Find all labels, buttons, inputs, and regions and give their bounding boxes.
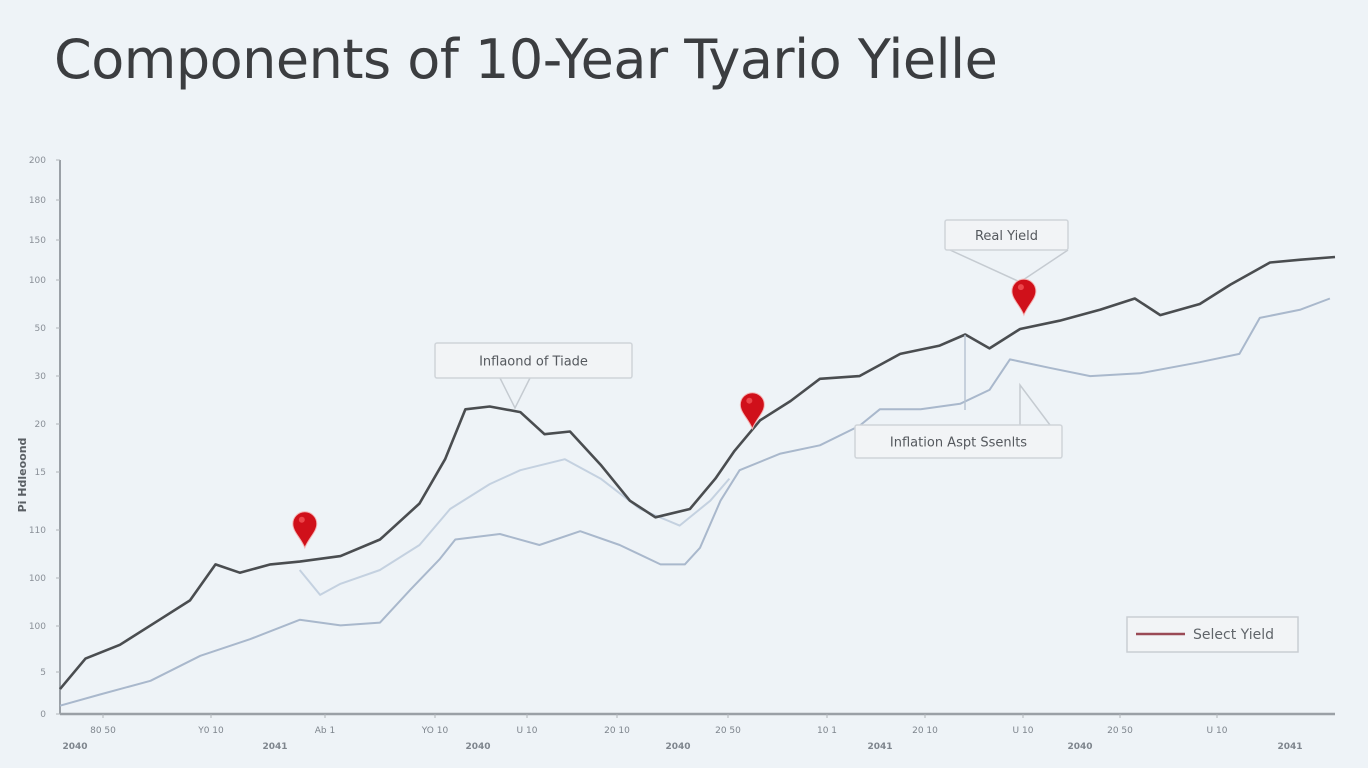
callout-text: Inflaond of Tiade xyxy=(479,355,588,370)
x-tick-label: U 10 xyxy=(1013,726,1034,736)
y-tick-label: 100 xyxy=(29,622,46,632)
x-year-label: 2041 xyxy=(262,742,287,752)
x-tick-label: YO 10 xyxy=(421,726,449,736)
x-year-label: 2041 xyxy=(867,742,892,752)
series-line-1 xyxy=(59,297,1331,707)
map-pin-marker-icon xyxy=(1011,278,1037,317)
x-year-label: 2040 xyxy=(465,742,490,752)
series-line-2 xyxy=(298,458,731,596)
marker-highlight xyxy=(298,516,305,523)
callout-box xyxy=(944,219,1069,251)
y-tick-label: 30 xyxy=(35,372,47,382)
x-tick-label: Ab 1 xyxy=(315,726,335,736)
x-tick-label: 20 50 xyxy=(715,726,741,736)
y-tick-label: 20 xyxy=(35,420,47,430)
callout-box xyxy=(854,424,1063,459)
x-year-label: 2040 xyxy=(62,742,87,752)
map-pin-marker-icon xyxy=(292,511,318,550)
legend: Select Yield xyxy=(1126,616,1299,653)
series-line-select-yield xyxy=(59,255,1336,690)
y-tick-label: 200 xyxy=(29,156,46,166)
legend-box xyxy=(1126,616,1299,653)
y-tick-label: 15 xyxy=(35,468,46,478)
y-axis-label: Pi Hdleoond xyxy=(16,438,29,513)
y-tick-label: 100 xyxy=(29,276,46,286)
y-tick-label: 0 xyxy=(40,710,46,720)
callout-text: Real Yield xyxy=(975,229,1038,244)
x-tick-label: 80 50 xyxy=(90,726,116,736)
annotation-callout: Real Yield xyxy=(944,219,1069,283)
x-tick-label: Y0 10 xyxy=(197,726,224,736)
chart-title: Components of 10-Year Tyario Yielle xyxy=(54,28,998,91)
callout-pointer xyxy=(949,249,1069,283)
legend-label: Select Yield xyxy=(1193,627,1274,643)
x-tick-label: 20 10 xyxy=(604,726,630,736)
y-tick-label: 50 xyxy=(35,324,47,334)
x-year-label: 2040 xyxy=(1067,742,1092,752)
annotation-callout: Inflation Aspt Ssenlts xyxy=(854,382,1063,459)
x-tick-label: U 10 xyxy=(1207,726,1228,736)
callout-text: Inflation Aspt Ssenlts xyxy=(890,436,1027,451)
marker-highlight xyxy=(1017,284,1024,291)
callout-pointer xyxy=(499,377,531,410)
y-tick-label: 180 xyxy=(29,196,46,206)
map-pin-marker-icon xyxy=(739,392,765,431)
callout-box xyxy=(434,342,633,379)
y-tick-label: 100 xyxy=(29,574,46,584)
y-tick-label: 110 xyxy=(29,526,46,536)
annotation-callout: Inflaond of Tiade xyxy=(434,342,633,410)
callout-pointer xyxy=(1019,382,1051,426)
y-tick-label: 5 xyxy=(40,668,46,678)
x-year-label: 2041 xyxy=(1277,742,1302,752)
x-tick-label: U 10 xyxy=(517,726,538,736)
x-year-label: 2040 xyxy=(665,742,690,752)
marker-highlight xyxy=(746,397,753,404)
y-tick-label: 150 xyxy=(29,236,46,246)
x-tick-label: 10 1 xyxy=(817,726,837,736)
x-tick-label: 20 10 xyxy=(912,726,938,736)
x-tick-label: 20 50 xyxy=(1107,726,1133,736)
